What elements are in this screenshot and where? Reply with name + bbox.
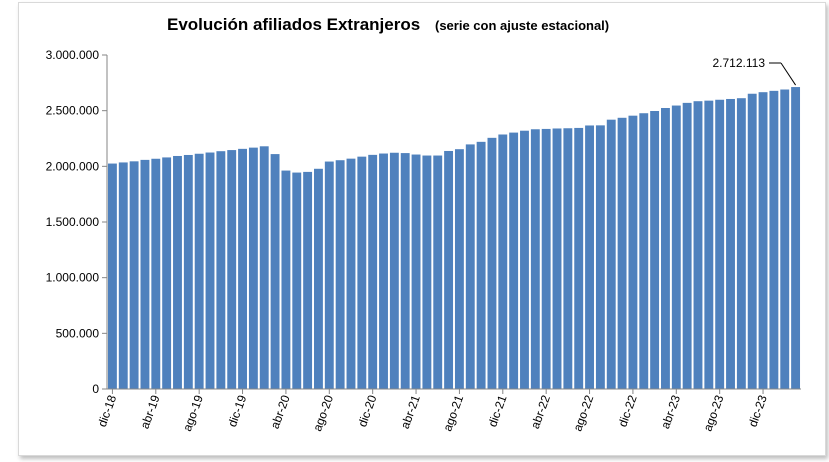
x-tick-label: ago-22 bbox=[570, 393, 596, 433]
bar bbox=[324, 161, 334, 389]
annotation-leader bbox=[780, 62, 796, 86]
bar bbox=[715, 99, 725, 390]
bar bbox=[444, 150, 454, 389]
bar bbox=[595, 125, 605, 389]
bar bbox=[661, 107, 670, 390]
bar bbox=[617, 117, 627, 390]
bar bbox=[194, 153, 204, 389]
bar bbox=[541, 128, 551, 389]
bar bbox=[422, 155, 432, 389]
bar bbox=[769, 90, 779, 389]
x-tick-label: abr-21 bbox=[398, 393, 423, 431]
y-tick-label: 2.000.000 bbox=[46, 159, 100, 173]
bar bbox=[530, 129, 540, 389]
y-tick-label: 0 bbox=[92, 382, 99, 396]
bar bbox=[758, 92, 768, 389]
bar bbox=[465, 144, 475, 389]
bar bbox=[281, 170, 291, 389]
bar bbox=[736, 98, 746, 390]
bar bbox=[129, 161, 139, 389]
bar bbox=[205, 152, 215, 389]
bar bbox=[650, 111, 660, 389]
bar bbox=[107, 163, 117, 389]
bar bbox=[216, 151, 226, 389]
bar bbox=[151, 158, 161, 389]
bar bbox=[628, 115, 638, 389]
bar bbox=[726, 98, 735, 389]
x-tick-label: ago-23 bbox=[701, 393, 727, 433]
x-tick-label: ago-20 bbox=[310, 393, 336, 433]
bar bbox=[498, 134, 508, 389]
bar bbox=[411, 154, 421, 389]
bar bbox=[454, 149, 464, 389]
bar bbox=[671, 105, 681, 389]
bar bbox=[400, 153, 410, 389]
bar bbox=[238, 148, 247, 389]
bar bbox=[433, 155, 443, 389]
bar bbox=[118, 162, 128, 389]
y-tick-label: 500.000 bbox=[56, 326, 100, 340]
bar bbox=[693, 101, 703, 389]
x-tick-label: ago-19 bbox=[180, 393, 206, 433]
bar bbox=[183, 154, 193, 389]
bar bbox=[173, 155, 182, 389]
bar bbox=[585, 125, 594, 389]
x-tick-label: dic-18 bbox=[95, 393, 119, 429]
x-tick-label: dic-19 bbox=[225, 393, 249, 429]
chart-subtitle: (serie con ajuste estacional) bbox=[435, 18, 609, 33]
plot-area: 0 500.000 1.000.000 1.500.000 2.000.000 2.500… bbox=[46, 48, 801, 433]
bar bbox=[552, 128, 562, 389]
x-tick-label: dic-23 bbox=[746, 393, 770, 429]
bar bbox=[476, 141, 486, 389]
bar bbox=[509, 132, 519, 389]
bar bbox=[335, 160, 345, 389]
x-tick-label: dic-21 bbox=[485, 393, 509, 429]
y-tick-label: 2.500.000 bbox=[46, 104, 100, 118]
bar-chart: Evolución afiliados Extranjeros (serie c… bbox=[46, 15, 801, 433]
bar bbox=[639, 113, 649, 390]
x-tick-label: abr-22 bbox=[528, 393, 553, 431]
bar bbox=[379, 153, 388, 389]
bar bbox=[259, 146, 269, 389]
x-tick-label: abr-23 bbox=[658, 393, 683, 431]
y-tick-label: 3.000.000 bbox=[46, 48, 100, 62]
bar bbox=[563, 128, 573, 389]
bar bbox=[682, 102, 692, 389]
bar bbox=[389, 152, 399, 389]
bar bbox=[292, 172, 302, 389]
bar bbox=[791, 87, 801, 389]
x-tick-label: abr-20 bbox=[268, 393, 293, 431]
bar bbox=[606, 119, 616, 390]
bar bbox=[780, 89, 790, 389]
bar bbox=[574, 127, 584, 389]
bar bbox=[227, 150, 237, 389]
bar bbox=[357, 156, 367, 389]
x-tick-label: dic-20 bbox=[355, 393, 379, 429]
bar bbox=[162, 157, 172, 389]
bar bbox=[368, 154, 378, 389]
bar bbox=[140, 159, 150, 389]
x-tick-label: abr-19 bbox=[138, 393, 163, 431]
annotation-label: 2.712.113 bbox=[713, 56, 766, 70]
bar bbox=[303, 171, 313, 389]
y-tick-label: 1.000.000 bbox=[46, 271, 100, 285]
bar bbox=[270, 154, 280, 389]
bar bbox=[248, 147, 258, 389]
x-tick-label: ago-21 bbox=[440, 393, 466, 433]
chart-title: Evolución afiliados Extranjeros bbox=[167, 15, 420, 34]
chart-area: Evolución afiliados Extranjeros (serie c… bbox=[18, 2, 826, 456]
y-tick-label: 1.500.000 bbox=[46, 215, 100, 229]
bar bbox=[487, 137, 497, 389]
bar bbox=[520, 130, 529, 389]
bar bbox=[747, 93, 757, 389]
bar bbox=[314, 168, 323, 389]
bar bbox=[346, 158, 356, 389]
bar bbox=[704, 100, 714, 389]
x-tick-label: dic-22 bbox=[615, 393, 639, 429]
